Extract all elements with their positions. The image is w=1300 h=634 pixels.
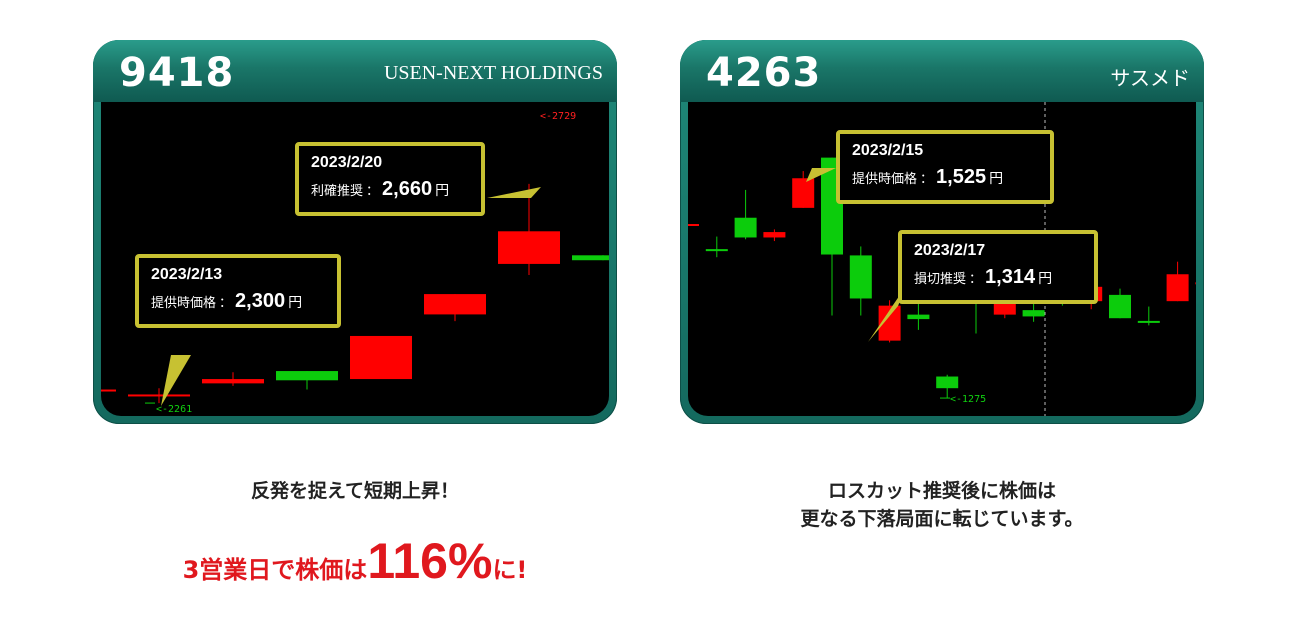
candle-body bbox=[498, 231, 560, 264]
chart-svg: <-2729 <-2261 bbox=[101, 111, 609, 415]
candle-body bbox=[276, 371, 338, 381]
callout-label: 提供時価格 bbox=[151, 296, 217, 311]
callout-offer-price: 2023/2/13 提供時価格： 2,300 円 bbox=[135, 254, 341, 328]
candle-body bbox=[1137, 320, 1160, 323]
caption-line: 更なる下落局面に転じています。 bbox=[800, 508, 1084, 530]
candle-body bbox=[763, 232, 786, 238]
low-price-label: <-2261 bbox=[156, 404, 192, 415]
candle-body bbox=[101, 389, 116, 392]
candle-body bbox=[878, 305, 901, 341]
candle-body bbox=[688, 224, 699, 227]
callout-unit: 円 bbox=[1038, 271, 1053, 287]
candle-body bbox=[1195, 282, 1196, 285]
panel-header: 9418 USEN-NEXT HOLDINGS bbox=[93, 40, 617, 102]
caption-line: ロスカット推奨後に株価は bbox=[827, 480, 1056, 502]
candle-body bbox=[202, 379, 264, 384]
callout-stop-loss: 2023/2/17 損切推奨： 1,314 円 bbox=[898, 230, 1098, 304]
candle-body bbox=[424, 294, 486, 315]
high-price-label: <-2729 bbox=[540, 111, 576, 122]
callout-price: 1,314 bbox=[985, 266, 1036, 288]
callout-pointer bbox=[161, 355, 191, 406]
candle-body bbox=[1166, 274, 1189, 302]
candle-body bbox=[792, 178, 815, 208]
candle-body bbox=[1109, 294, 1131, 319]
callout-label: 提供時価格 bbox=[852, 172, 918, 187]
callout-price: 1,525 bbox=[936, 166, 987, 188]
callout-label: 利確推奨 bbox=[311, 184, 364, 199]
candle-body bbox=[907, 314, 930, 320]
ticker-code: 4263 bbox=[706, 50, 822, 96]
callout-date: 2023/2/20 bbox=[311, 154, 383, 171]
callout-pointer bbox=[806, 168, 836, 182]
promo-percentage: 116% bbox=[367, 533, 493, 589]
candle-body bbox=[936, 376, 959, 389]
candlestick-chart: <-1275 2023/2/15 提供時価格： 1,525 円 2023/2/17 … bbox=[688, 102, 1196, 416]
candle-body bbox=[572, 255, 609, 261]
callout-offer-price: 2023/2/15 提供時価格： 1,525 円 bbox=[836, 130, 1054, 204]
caption-right: ロスカット推奨後に株価は 更なる下落局面に転じています。 bbox=[680, 477, 1204, 533]
callout-separator: ： bbox=[366, 184, 380, 199]
callout-pointer bbox=[868, 286, 906, 342]
candlestick-chart: <-2729 <-2261 2023/2/20 利確推奨： 2,660 円 2023… bbox=[101, 102, 609, 416]
promo-prefix: 3営業日で株価は bbox=[182, 556, 368, 584]
promo-headline: 3営業日で株価は116%に! bbox=[93, 532, 617, 590]
callout-date: 2023/2/17 bbox=[914, 242, 986, 259]
callout-date: 2023/2/13 bbox=[151, 266, 223, 283]
company-name: USEN-NEXT HOLDINGS bbox=[383, 62, 603, 84]
candle-body bbox=[128, 394, 190, 397]
ticker-code: 9418 bbox=[119, 50, 235, 96]
candle-body bbox=[849, 255, 872, 299]
callout-separator: ： bbox=[969, 272, 983, 287]
callout-unit: 円 bbox=[989, 171, 1004, 187]
chart-panel-9418: 9418 USEN-NEXT HOLDINGS <-2729 <-2261 20… bbox=[93, 40, 617, 424]
candle-body bbox=[705, 249, 728, 252]
promo-suffix: に! bbox=[492, 556, 528, 584]
callout-unit: 円 bbox=[435, 183, 450, 199]
candle-body bbox=[1022, 310, 1045, 317]
candle-body bbox=[350, 335, 412, 380]
company-name: サスメド bbox=[1110, 68, 1190, 90]
low-price-label: <-1275 bbox=[950, 394, 986, 405]
callout-separator: ： bbox=[920, 172, 934, 187]
callout-price: 2,660 bbox=[382, 178, 433, 200]
callout-take-profit: 2023/2/20 利確推奨： 2,660 円 bbox=[295, 142, 485, 216]
panel-header: 4263 サスメド bbox=[680, 40, 1204, 102]
callout-price: 2,300 bbox=[235, 290, 286, 312]
caption-left: 反発を捉えて短期上昇！ bbox=[250, 480, 460, 502]
callout-date: 2023/2/15 bbox=[852, 142, 924, 159]
callout-unit: 円 bbox=[288, 295, 303, 311]
chart-panel-4263: 4263 サスメド <-1275 2023/2/15 提供時価格： 1,525 円 … bbox=[680, 40, 1204, 424]
callout-pointer bbox=[487, 187, 541, 198]
candle-body bbox=[734, 217, 757, 238]
callout-label: 損切推奨 bbox=[914, 272, 967, 287]
callout-separator: ： bbox=[219, 296, 233, 311]
